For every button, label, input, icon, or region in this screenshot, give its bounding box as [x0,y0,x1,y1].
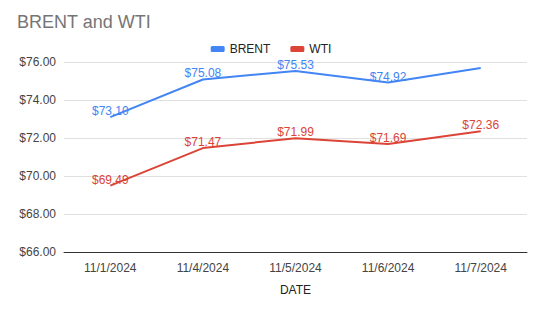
svg-text:11/4/2024: 11/4/2024 [177,261,230,275]
svg-text:$71.69: $71.69 [370,131,407,145]
svg-text:$75.08: $75.08 [185,66,222,80]
svg-text:BRENT: BRENT [230,42,271,56]
svg-text:$71.47: $71.47 [185,135,222,149]
svg-text:$71.99: $71.99 [277,125,314,139]
svg-text:11/6/2024: 11/6/2024 [362,261,415,275]
svg-text:$68.00: $68.00 [19,207,56,221]
svg-text:11/7/2024: 11/7/2024 [454,261,507,275]
svg-text:WTI: WTI [309,42,331,56]
svg-text:$66.00: $66.00 [19,245,56,259]
svg-text:$76.00: $76.00 [19,55,56,69]
svg-text:$73.10: $73.10 [92,104,129,118]
svg-text:$75.53: $75.53 [277,58,314,72]
svg-text:$72.00: $72.00 [19,131,56,145]
svg-text:$72.36: $72.36 [462,118,499,132]
svg-text:$74.92: $74.92 [370,70,407,84]
svg-text:11/5/2024: 11/5/2024 [269,261,322,275]
svg-text:11/1/2024: 11/1/2024 [84,261,137,275]
svg-text:$69.49: $69.49 [92,173,129,187]
svg-text:DATE: DATE [280,283,311,297]
svg-text:$70.00: $70.00 [19,169,56,183]
svg-text:BRENT and WTI: BRENT and WTI [17,12,151,32]
svg-text:$74.00: $74.00 [19,93,56,107]
